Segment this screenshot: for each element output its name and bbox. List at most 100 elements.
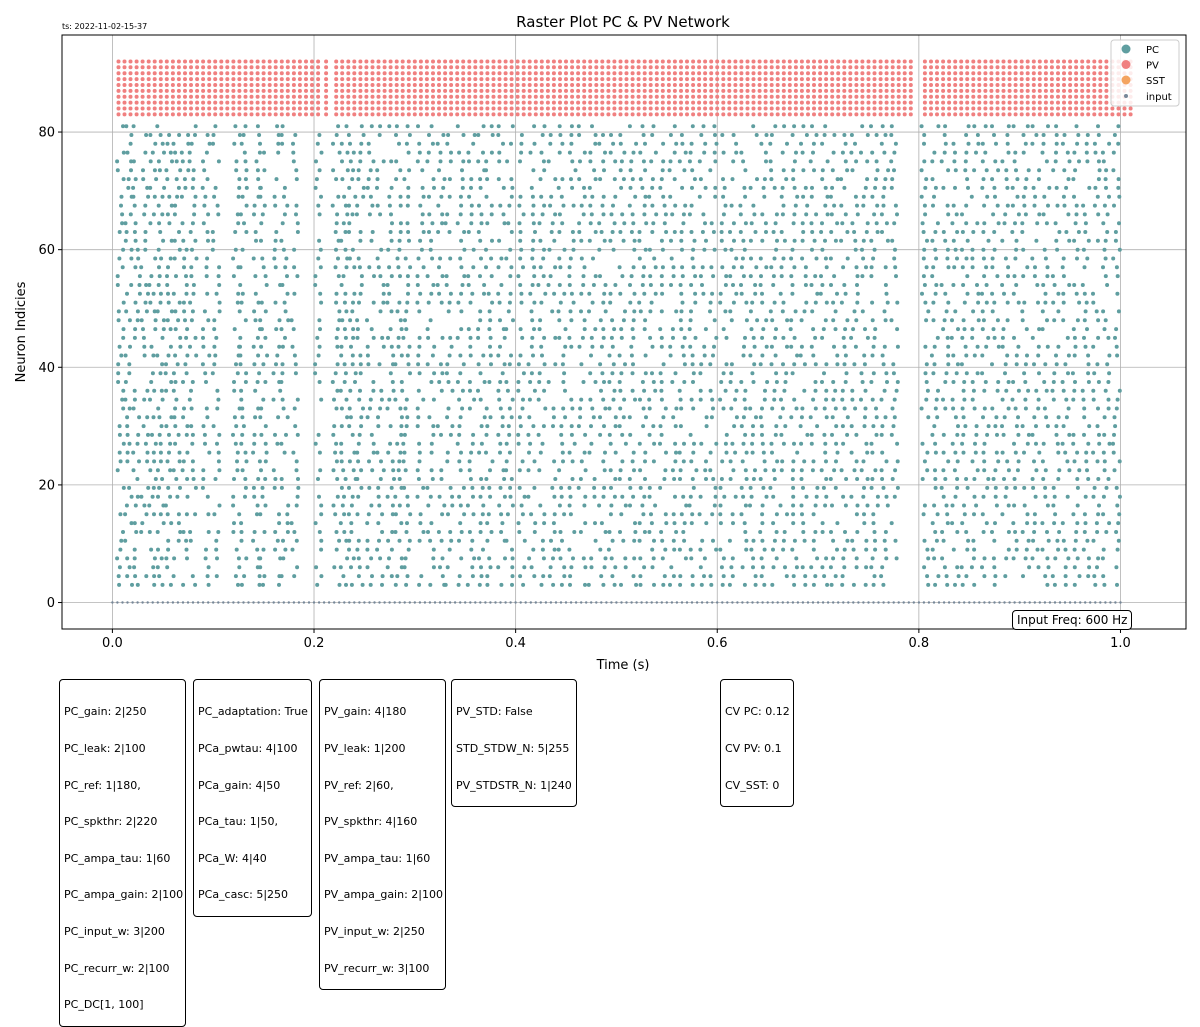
spike-dot xyxy=(1022,451,1026,455)
spike-dot xyxy=(568,151,572,155)
spike-dot xyxy=(932,556,936,560)
spike-dot xyxy=(760,336,764,340)
spike-dot xyxy=(791,468,795,472)
spike-dot xyxy=(728,230,732,234)
spike-dot xyxy=(507,309,511,313)
spike-dot xyxy=(316,204,320,208)
spike-dot xyxy=(801,195,805,199)
spike-dot xyxy=(158,168,162,172)
spike-dot xyxy=(232,380,236,384)
spike-dot xyxy=(397,468,401,472)
spike-dot xyxy=(699,565,703,569)
spike-dot xyxy=(499,283,503,287)
spike-dot xyxy=(390,309,394,313)
spike-dot xyxy=(923,212,927,216)
spike-dot xyxy=(856,504,860,508)
spike-dot xyxy=(931,371,935,375)
spike-dot xyxy=(507,424,511,428)
spike-dot xyxy=(143,239,147,243)
spike-dot xyxy=(882,486,886,490)
spike-dot xyxy=(174,477,178,481)
spike-dot xyxy=(608,407,612,411)
spike-dot xyxy=(1027,433,1031,437)
spike-dot xyxy=(729,477,733,481)
spike-dot xyxy=(381,574,385,578)
spike-dot xyxy=(611,539,615,543)
spike-dot xyxy=(460,407,464,411)
spike-dot xyxy=(185,371,189,375)
spike-dot xyxy=(590,565,594,569)
spike-dot xyxy=(335,292,339,296)
spike-dot xyxy=(648,486,652,490)
spike-dot xyxy=(157,283,161,287)
spike-dot xyxy=(729,459,733,463)
spike-dot xyxy=(263,477,267,481)
spike-dot xyxy=(1047,539,1051,543)
spike-dot xyxy=(673,124,677,128)
spike-dot xyxy=(620,336,624,340)
spike-dot xyxy=(186,495,190,499)
spike-dot xyxy=(468,345,472,349)
spike-dot xyxy=(523,495,527,499)
spike-dot xyxy=(1082,407,1086,411)
spike-dot xyxy=(848,107,852,111)
spike-dot xyxy=(630,230,634,234)
spike-dot xyxy=(748,407,752,411)
spike-dot xyxy=(296,433,300,437)
spike-dot xyxy=(619,512,623,516)
spike-dot xyxy=(165,107,169,111)
spike-dot xyxy=(791,177,795,181)
spike-dot xyxy=(116,283,120,287)
spike-dot xyxy=(1071,177,1075,181)
spike-dot xyxy=(389,107,393,111)
spike-dot xyxy=(628,433,632,437)
spike-dot xyxy=(450,495,454,499)
spike-dot xyxy=(144,230,148,234)
spike-dot xyxy=(862,486,866,490)
spike-dot xyxy=(352,107,356,111)
spike-dot xyxy=(182,530,186,534)
spike-dot xyxy=(848,95,852,99)
spike-dot xyxy=(1044,415,1048,419)
spike-dot xyxy=(813,336,817,340)
spike-dot xyxy=(1112,151,1116,155)
spike-dot xyxy=(457,459,461,463)
spike-dot xyxy=(126,151,130,155)
spike-dot xyxy=(824,257,828,261)
spike-dot xyxy=(1067,433,1071,437)
spike-dot xyxy=(996,459,1000,463)
spike-dot xyxy=(713,504,717,508)
spike-dot xyxy=(587,583,591,587)
spike-dot xyxy=(480,574,484,578)
spike-dot xyxy=(319,195,323,199)
spike-dot xyxy=(204,548,208,552)
spike-dot xyxy=(485,521,489,525)
spike-dot xyxy=(408,512,412,516)
spike-dot xyxy=(638,556,642,560)
spike-dot xyxy=(691,112,695,116)
spike-dot xyxy=(406,504,410,508)
spike-dot xyxy=(286,101,290,105)
spike-dot xyxy=(741,257,745,261)
spike-dot xyxy=(268,83,272,87)
spike-dot xyxy=(259,468,263,472)
spike-dot xyxy=(943,407,947,411)
spike-dot xyxy=(156,495,160,499)
spike-dot xyxy=(439,468,443,472)
spike-dot xyxy=(644,195,648,199)
spike-dot xyxy=(971,309,975,313)
spike-dot xyxy=(749,548,753,552)
spike-dot xyxy=(498,112,502,116)
spike-dot xyxy=(660,398,664,402)
spike-dot xyxy=(292,101,296,105)
spike-dot xyxy=(875,433,879,437)
spike-dot xyxy=(1096,318,1100,322)
spike-dot xyxy=(933,345,937,349)
spike-dot xyxy=(821,521,825,525)
spike-dot xyxy=(961,230,965,234)
spike-dot xyxy=(946,248,950,252)
spike-dot xyxy=(785,574,789,578)
spike-dot xyxy=(632,151,636,155)
spike-dot xyxy=(348,459,352,463)
spike-dot xyxy=(668,345,672,349)
